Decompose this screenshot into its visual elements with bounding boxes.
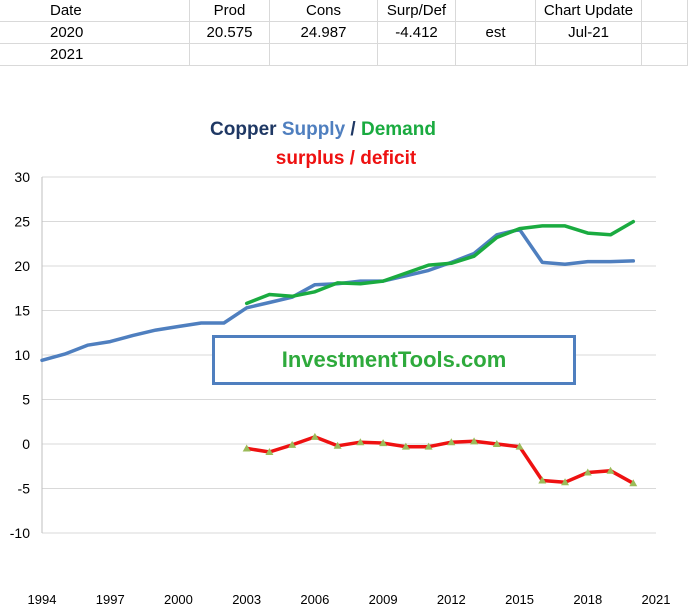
sheet-cell[interactable] bbox=[536, 44, 642, 66]
y-tick-label: 30 bbox=[14, 169, 30, 185]
sheet-cell[interactable] bbox=[378, 44, 456, 66]
surplus-marker bbox=[470, 437, 479, 445]
x-tick-label: 2021 bbox=[642, 592, 671, 607]
y-tick-label: 15 bbox=[14, 303, 30, 319]
chart-subtitle-part: surplus / deficit bbox=[276, 148, 417, 169]
x-tick-label: 2015 bbox=[505, 592, 534, 607]
x-tick-label: 1994 bbox=[28, 592, 57, 607]
sheet-cell[interactable]: 2021 bbox=[0, 44, 190, 66]
sheet-header-cell[interactable]: Date bbox=[0, 0, 190, 22]
surplus-marker bbox=[447, 438, 456, 446]
spreadsheet-header: Date Prod Cons Surp/Def Chart Update 2020 20.5… bbox=[0, 0, 688, 66]
surplus-marker bbox=[583, 468, 592, 476]
x-tick-label: 1997 bbox=[96, 592, 125, 607]
sheet-cell[interactable] bbox=[270, 44, 378, 66]
sheet-cell[interactable]: 24.987 bbox=[270, 22, 378, 44]
surplus-marker bbox=[515, 442, 524, 450]
sheet-header-cell[interactable]: Chart Update bbox=[536, 0, 642, 22]
y-tick-label: -10 bbox=[10, 525, 30, 541]
sheet-header-cell[interactable]: Prod bbox=[190, 0, 270, 22]
surplus-marker bbox=[561, 478, 570, 486]
y-tick-label: -5 bbox=[18, 481, 31, 497]
y-tick-label: 25 bbox=[14, 214, 30, 230]
y-tick-label: 10 bbox=[14, 347, 30, 363]
y-tick-label: 20 bbox=[14, 258, 30, 274]
sheet-cell[interactable] bbox=[642, 44, 688, 66]
sheet-cell[interactable] bbox=[456, 44, 536, 66]
sheet-header-cell[interactable]: Surp/Def bbox=[378, 0, 456, 22]
sheet-cell[interactable] bbox=[190, 44, 270, 66]
sheet-cell[interactable] bbox=[642, 22, 688, 44]
surplus-marker bbox=[379, 439, 388, 447]
x-tick-label: 2018 bbox=[573, 592, 602, 607]
watermark-text: InvestmentTools.com bbox=[281, 347, 507, 372]
sheet-cell[interactable]: -4.412 bbox=[378, 22, 456, 44]
chart-title-part: Copper bbox=[210, 119, 282, 140]
y-tick-label: 0 bbox=[22, 436, 30, 452]
sheet-cell[interactable]: 2020 bbox=[0, 22, 190, 44]
surplus-marker bbox=[288, 440, 297, 448]
x-tick-label: 2000 bbox=[164, 592, 193, 607]
demand-line bbox=[244, 219, 636, 306]
surplus-marker bbox=[333, 441, 342, 449]
surplus-marker bbox=[606, 466, 615, 474]
surplus-marker bbox=[265, 448, 274, 456]
surplus-marker bbox=[242, 444, 251, 452]
x-tick-label: 2006 bbox=[300, 592, 329, 607]
sheet-cell[interactable]: 20.575 bbox=[190, 22, 270, 44]
copper-supply-demand-chart: -10 -5 0 5 10 15 20 25 30 1994 1997 2000 2003 2006 200… bbox=[10, 119, 671, 607]
surplus-marker bbox=[629, 479, 638, 487]
chart-title-part: Supply bbox=[282, 119, 346, 140]
y-tick-label: 5 bbox=[22, 392, 30, 408]
surplus-marker bbox=[538, 476, 547, 484]
sheet-cell[interactable]: est bbox=[456, 22, 536, 44]
surplus-marker bbox=[356, 438, 365, 446]
chart-title: Copper Supply / Demand bbox=[210, 119, 436, 140]
x-tick-label: 2003 bbox=[232, 592, 261, 607]
chart-title-part: Demand bbox=[361, 119, 436, 140]
surplus-marker bbox=[424, 442, 433, 450]
surplus-marker bbox=[310, 432, 319, 440]
chart-title-part: / bbox=[345, 119, 361, 140]
surplus-line bbox=[244, 435, 636, 486]
x-tick-label: 2012 bbox=[437, 592, 466, 607]
x-tick-label: 2009 bbox=[369, 592, 398, 607]
sheet-header-cell[interactable] bbox=[642, 0, 688, 22]
surplus-marker bbox=[401, 442, 410, 450]
surplus-marker bbox=[492, 440, 501, 447]
sheet-header-cell[interactable]: Cons bbox=[270, 0, 378, 22]
watermark-box: InvestmentTools.com bbox=[212, 335, 576, 385]
chart-subtitle: surplus / deficit bbox=[276, 148, 417, 169]
sheet-header-cell[interactable] bbox=[456, 0, 536, 22]
sheet-cell[interactable]: Jul-21 bbox=[536, 22, 642, 44]
